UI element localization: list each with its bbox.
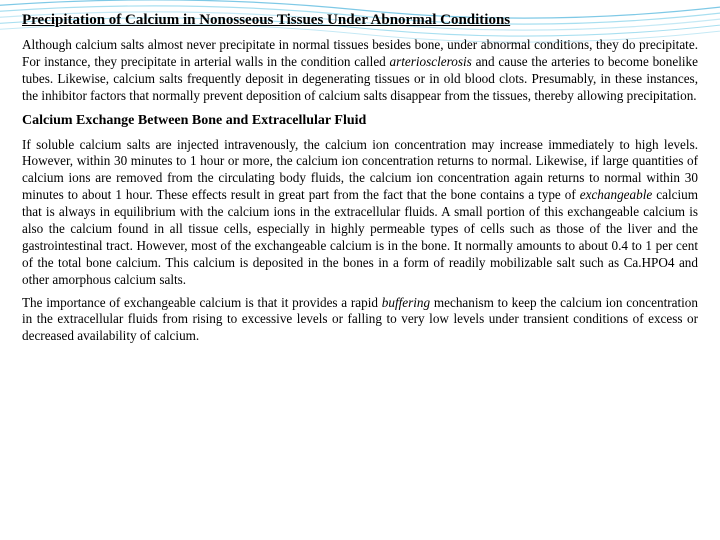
paragraph-1: Although calcium salts almost never prec… <box>22 37 698 105</box>
para2-italic-1: exchangeable <box>580 187 653 202</box>
section-heading-2: Calcium Exchange Between Bone and Extrac… <box>22 113 698 129</box>
para3-text-a: The importance of exchangeable calcium i… <box>22 295 382 310</box>
section-heading-1: Precipitation of Calcium in Nonosseous T… <box>22 12 698 29</box>
paragraph-3: The importance of exchangeable calcium i… <box>22 295 698 346</box>
document-content: Precipitation of Calcium in Nonosseous T… <box>0 0 720 365</box>
paragraph-2: If soluble calcium salts are injected in… <box>22 137 698 289</box>
para1-italic: arteriosclerosis <box>390 54 472 69</box>
para3-italic: buffering <box>382 295 430 310</box>
